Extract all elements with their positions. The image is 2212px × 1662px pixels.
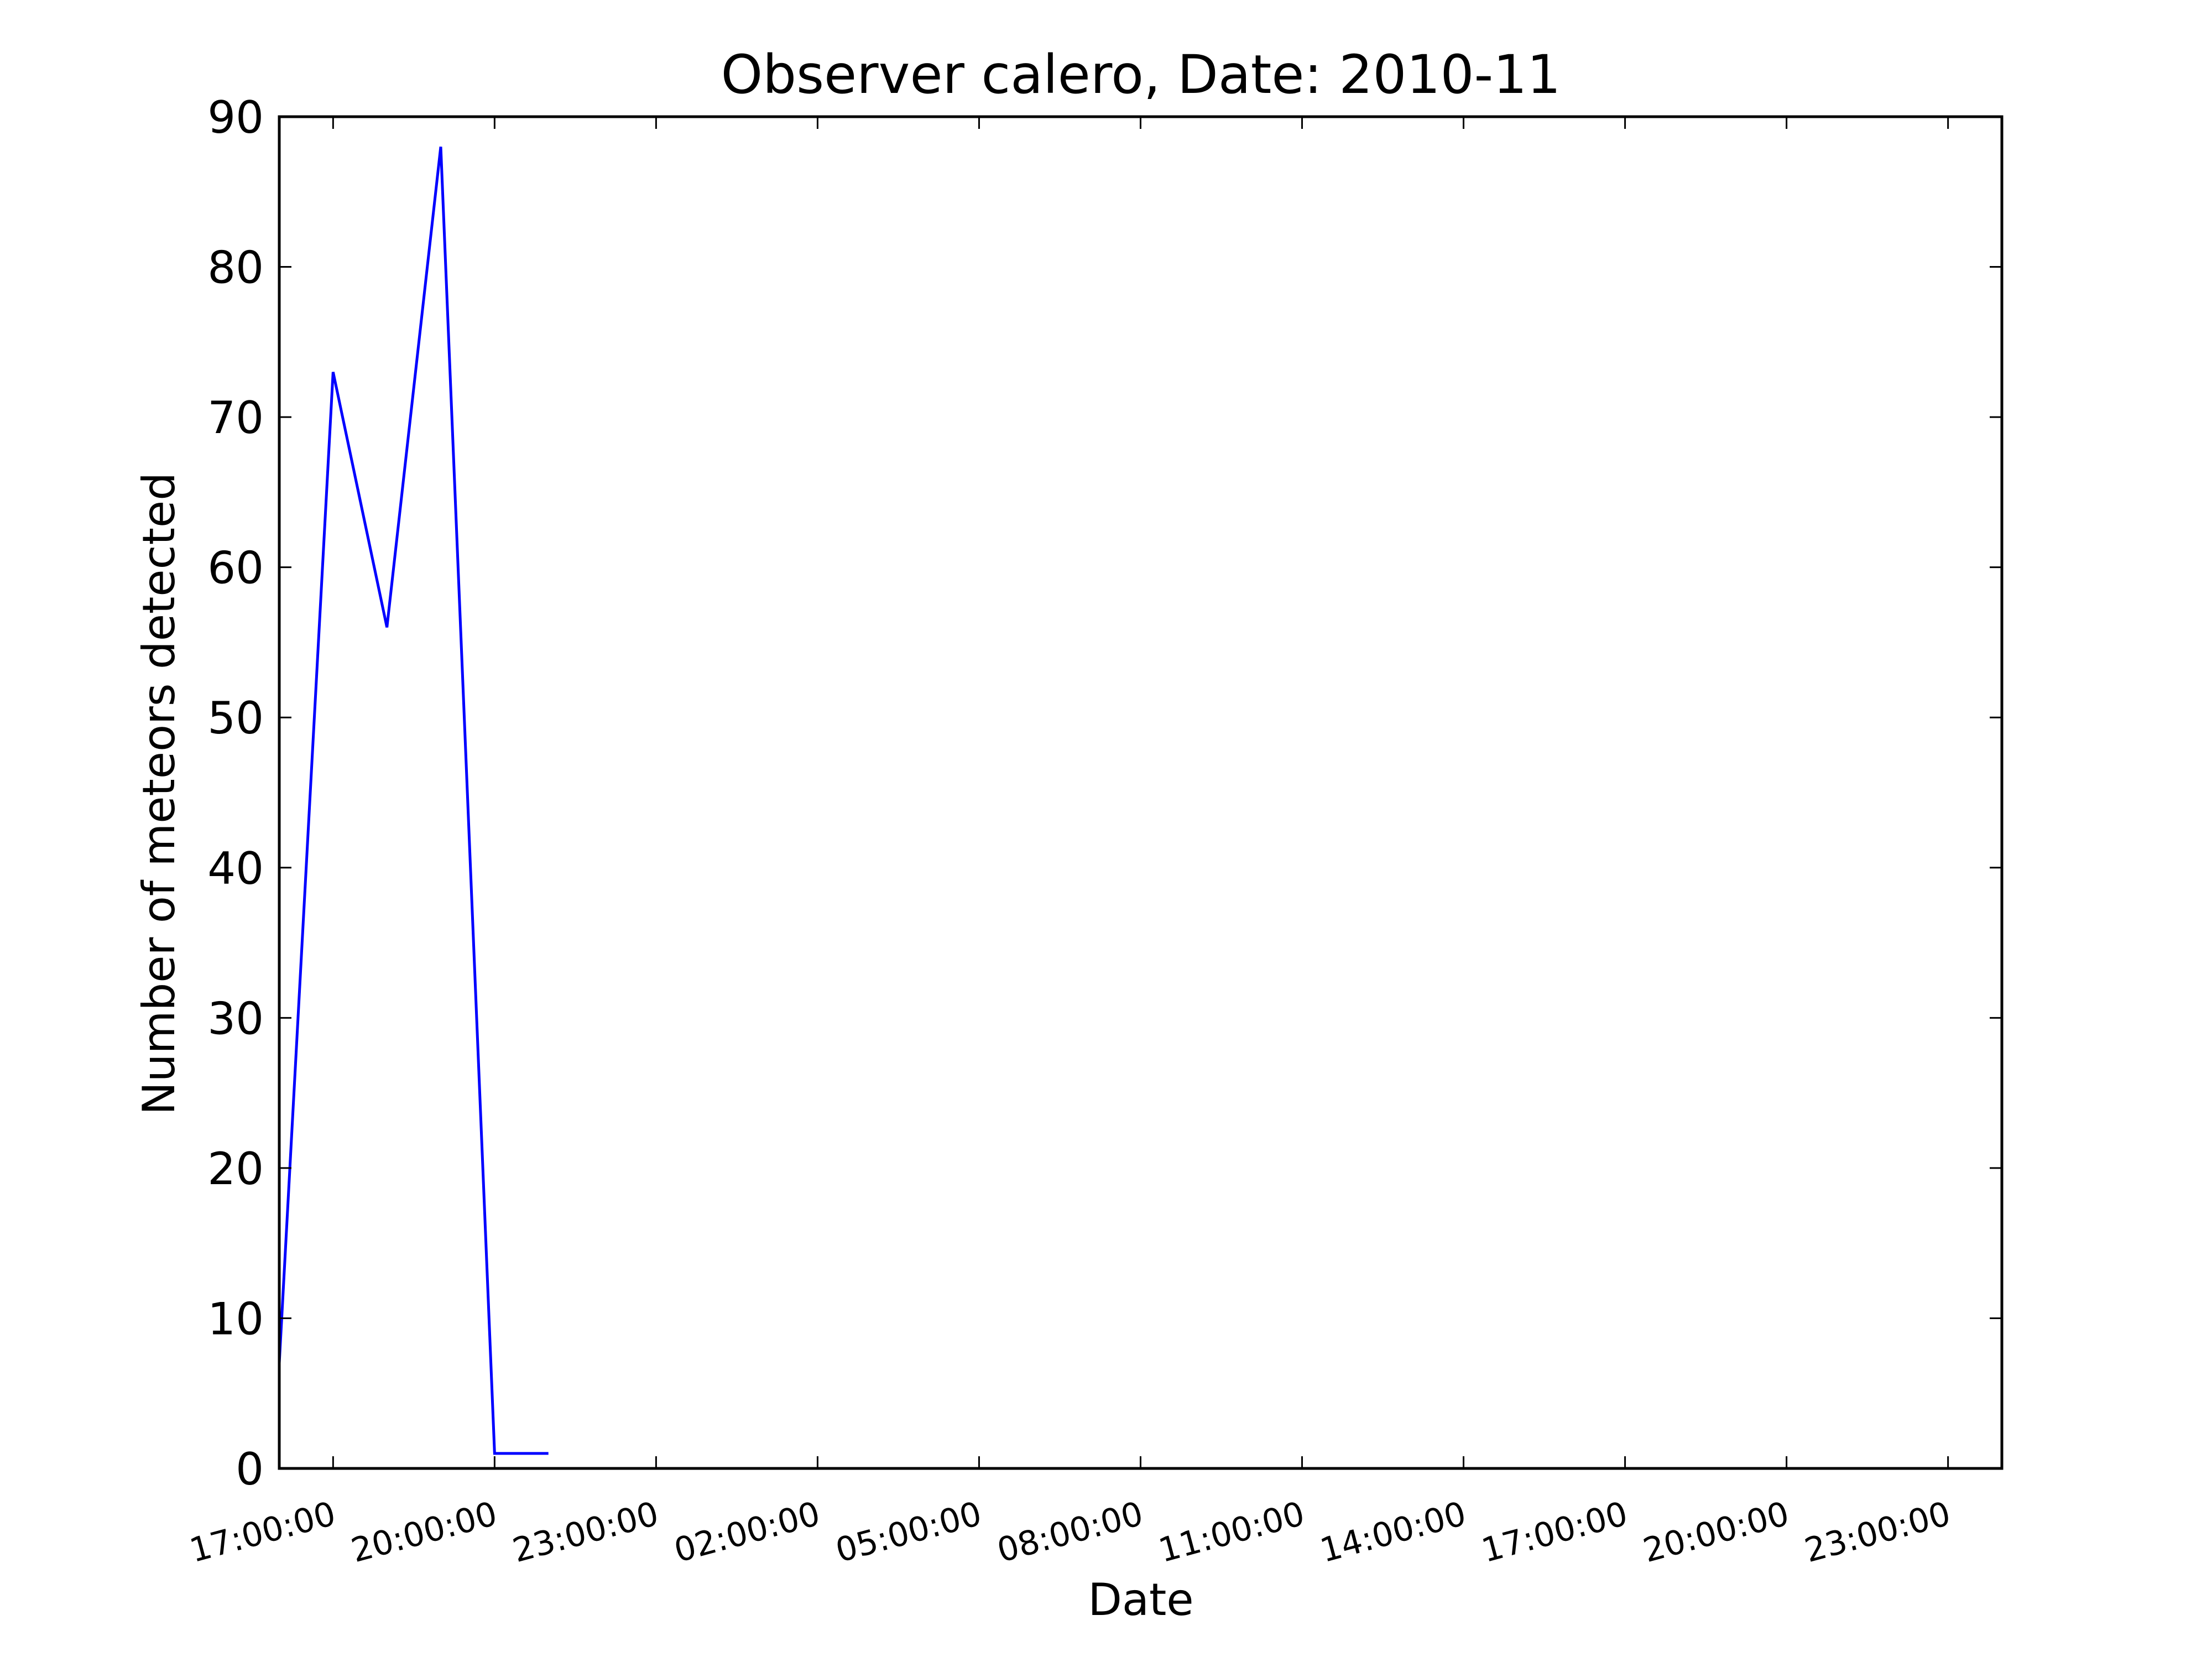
series-layer [278, 147, 549, 1455]
y-tick-label: 30 [207, 993, 264, 1044]
y-tick-label: 20 [207, 1143, 264, 1195]
y-tick-label: 60 [207, 543, 264, 594]
series-line [278, 147, 549, 1455]
y-tick-label: 80 [207, 242, 264, 294]
y-tick-label: 0 [236, 1444, 264, 1495]
plot-area-frame [278, 115, 2004, 1470]
x-axis-label: Date [1088, 1574, 1193, 1625]
y-axis-label: Number of meteors detected [133, 472, 185, 1115]
y-tick-label: 40 [207, 843, 264, 894]
chart-title: Observer calero, Date: 2010-11 [721, 44, 1561, 106]
y-tick-label: 90 [207, 92, 264, 143]
y-tick-label: 10 [207, 1293, 264, 1345]
y-tick-label: 50 [207, 692, 264, 744]
y-tick-label: 70 [207, 392, 264, 444]
